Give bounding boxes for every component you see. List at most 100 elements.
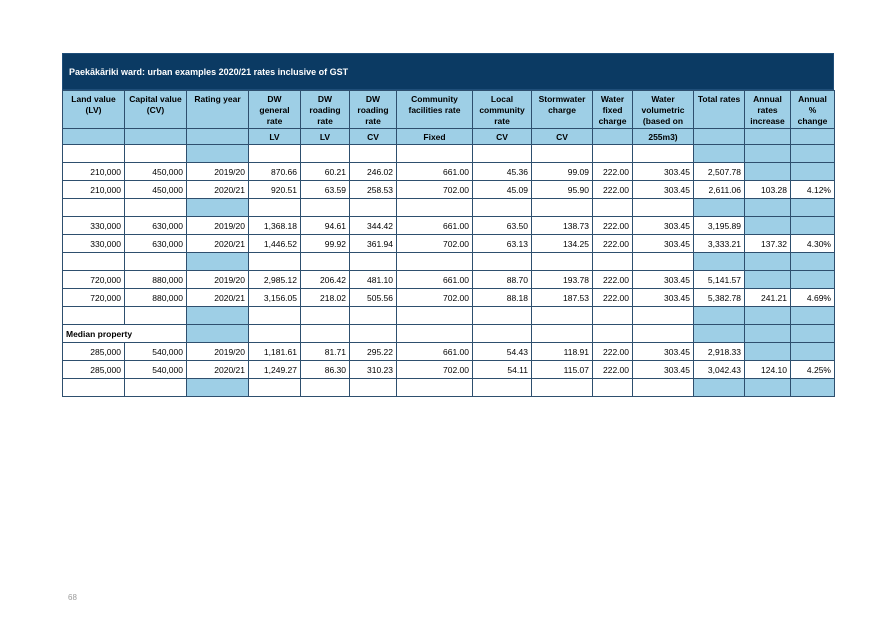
table-cell: 54.43 (472, 342, 532, 361)
table-cell: 5,141.57 (693, 270, 745, 289)
empty-cell (693, 378, 745, 397)
empty-cell (62, 378, 125, 397)
table-cell: 86.30 (300, 360, 350, 379)
column-header: DW roading rate (300, 90, 350, 129)
table-cell: 702.00 (396, 288, 473, 307)
empty-cell (248, 252, 301, 271)
empty-cell (531, 324, 593, 343)
table-cell: 630,000 (124, 216, 187, 235)
empty-cell (186, 144, 249, 163)
empty-cell (300, 378, 350, 397)
table-cell: 2020/21 (186, 360, 249, 379)
empty-cell (744, 198, 791, 217)
column-header: Capital value (CV) (124, 90, 187, 129)
table-cell: 187.53 (531, 288, 593, 307)
empty-cell (744, 378, 791, 397)
table-cell: 870.66 (248, 162, 301, 181)
table-cell: 99.92 (300, 234, 350, 253)
table-cell: 720,000 (62, 288, 125, 307)
empty-cell (349, 378, 397, 397)
empty-cell (693, 324, 745, 343)
table-cell: 720,000 (62, 270, 125, 289)
units-row: LV LV CV Fixed CV CV 255m3) (62, 128, 835, 145)
empty-cell (396, 198, 473, 217)
table-cell: 661.00 (396, 342, 473, 361)
table-cell: 193.78 (531, 270, 593, 289)
empty-cell (472, 198, 532, 217)
column-header: Water fixed charge (592, 90, 633, 129)
table-cell (790, 162, 835, 181)
table-cell: 303.45 (632, 162, 694, 181)
column-header: Local community rate (472, 90, 532, 129)
table-cell: 118.91 (531, 342, 593, 361)
column-header: DW general rate (248, 90, 301, 129)
table-cell: 222.00 (592, 360, 633, 379)
unit-cell (592, 128, 633, 145)
table-cell: 222.00 (592, 180, 633, 199)
empty-cell (592, 306, 633, 325)
empty-cell (300, 306, 350, 325)
empty-cell (790, 144, 835, 163)
table-cell: 2020/21 (186, 288, 249, 307)
empty-cell (186, 378, 249, 397)
table-cell: 4.25% (790, 360, 835, 379)
table-cell: 134.25 (531, 234, 593, 253)
table-cell: 2019/20 (186, 162, 249, 181)
table-cell: 63.59 (300, 180, 350, 199)
empty-cell (744, 324, 791, 343)
column-header: DW roading rate (349, 90, 397, 129)
empty-cell (472, 144, 532, 163)
empty-cell (744, 144, 791, 163)
table-cell: 2019/20 (186, 342, 249, 361)
empty-cell (349, 252, 397, 271)
table-cell (790, 270, 835, 289)
empty-cell (531, 144, 593, 163)
empty-cell (472, 324, 532, 343)
empty-cell (632, 324, 694, 343)
table-cell: 88.70 (472, 270, 532, 289)
page-number: 68 (68, 593, 77, 602)
empty-cell (531, 378, 593, 397)
empty-cell (592, 324, 633, 343)
table-cell: 3,042.43 (693, 360, 745, 379)
table-cell: 330,000 (62, 216, 125, 235)
table-cell: 54.11 (472, 360, 532, 379)
table-title: Paekākāriki ward: urban examples 2020/21… (62, 53, 834, 90)
table-cell (744, 216, 791, 235)
table-cell: 3,156.05 (248, 288, 301, 307)
empty-cell (349, 324, 397, 343)
empty-cell (300, 198, 350, 217)
column-header: Total rates (693, 90, 745, 129)
table-body: 210,000 450,000 2019/20 870.66 60.21 246.02 66… (62, 144, 835, 397)
empty-cell (632, 252, 694, 271)
empty-cell (248, 378, 301, 397)
spacer-row (62, 306, 835, 325)
table-cell: 4.69% (790, 288, 835, 307)
table-cell: 222.00 (592, 270, 633, 289)
table-cell: 702.00 (396, 360, 473, 379)
unit-cell: Fixed (396, 128, 473, 145)
empty-cell (632, 378, 694, 397)
unit-cell: 255m3) (632, 128, 694, 145)
empty-cell (790, 378, 835, 397)
table-cell: 4.30% (790, 234, 835, 253)
table-cell: 880,000 (124, 288, 187, 307)
column-header: Water volumetric (based on (632, 90, 694, 129)
empty-cell (124, 144, 187, 163)
empty-cell (124, 198, 187, 217)
table-row: 210,000 450,000 2020/21 920.51 63.59 258.53 70… (62, 180, 835, 199)
table-cell (790, 216, 835, 235)
table-cell: 1,249.27 (248, 360, 301, 379)
table-cell: 1,446.52 (248, 234, 301, 253)
empty-cell (790, 324, 835, 343)
table-cell: 303.45 (632, 342, 694, 361)
empty-cell (186, 324, 249, 343)
table-cell: 210,000 (62, 180, 125, 199)
empty-cell (349, 198, 397, 217)
empty-cell (632, 198, 694, 217)
table-cell: 222.00 (592, 216, 633, 235)
column-header: Community facilities rate (396, 90, 473, 129)
table-cell: 450,000 (124, 162, 187, 181)
table-cell: 222.00 (592, 162, 633, 181)
table-cell: 661.00 (396, 162, 473, 181)
